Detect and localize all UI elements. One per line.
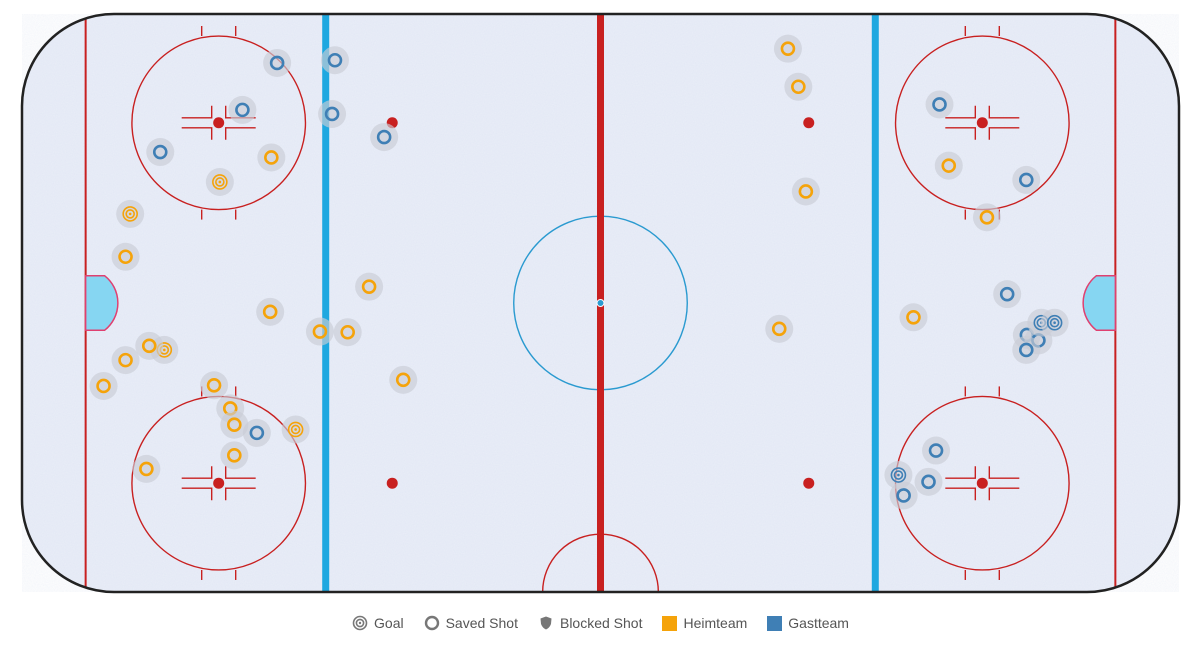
legend-item-blocked-shot[interactable]: Blocked Shot (538, 615, 643, 631)
shot-saved-heimteam-17[interactable] (132, 454, 161, 483)
shot-saved-heimteam-13[interactable] (200, 371, 229, 400)
shot-saved-heimteam-10[interactable] (135, 331, 164, 360)
shot-saved-heimteam-24[interactable] (765, 314, 794, 343)
shot-saved-gastteam-8[interactable] (1012, 165, 1041, 194)
legend: Goal Saved Shot Blocked Shot Heimteam Ga… (0, 610, 1201, 636)
shot-saved-gastteam-5[interactable] (146, 138, 175, 167)
shot-saved-gastteam-3[interactable] (318, 99, 347, 128)
legend-item-heimteam[interactable]: Heimteam (662, 615, 747, 631)
shot-saved-heimteam-19[interactable] (773, 34, 802, 63)
boards (20, 12, 1181, 594)
shot-saved-heimteam-16[interactable] (220, 441, 249, 470)
shot-markers (89, 34, 1069, 510)
shot-saved-heimteam-18[interactable] (389, 365, 418, 394)
neutral-faceoff-dot-3 (803, 477, 815, 489)
legend-label-heimteam: Heimteam (683, 615, 748, 631)
gastteam-swatch (767, 615, 783, 631)
legend-label-gastteam: Gastteam (788, 615, 849, 631)
shot-saved-gastteam-2[interactable] (228, 95, 257, 124)
goal-icon (352, 615, 368, 631)
legend-label-blocked-shot: Blocked Shot (559, 615, 643, 631)
center-faceoff-dot (596, 299, 605, 307)
blue-line-left (322, 14, 330, 592)
shot-saved-heimteam-20[interactable] (784, 72, 813, 101)
shot-saved-gastteam-14[interactable] (914, 467, 943, 496)
legend-label-saved-shot: Saved Shot (445, 615, 518, 631)
shot-saved-heimteam-5[interactable] (111, 242, 140, 271)
faceoff-dot-0 (213, 117, 225, 129)
shot-saved-gastteam-1[interactable] (263, 48, 292, 77)
crease-right (1082, 275, 1117, 331)
shot-saved-heimteam-21[interactable] (791, 177, 820, 206)
shot-saved-gastteam-12[interactable] (1012, 335, 1041, 364)
blue-line-right (871, 14, 879, 592)
rink-svg (20, 12, 1181, 594)
faceoff-dot-1 (213, 477, 225, 489)
shot-saved-heimteam-8[interactable] (333, 318, 362, 347)
crease-left (84, 275, 119, 331)
legend-item-saved-shot[interactable]: Saved Shot (424, 615, 518, 631)
shot-saved-heimteam-23[interactable] (972, 203, 1001, 232)
shot-saved-heimteam-11[interactable] (111, 346, 140, 375)
blocked-shot-icon (540, 616, 552, 630)
shot-goal-heimteam-0[interactable] (116, 199, 145, 228)
legend-item-gastteam[interactable]: Gastteam (767, 615, 849, 631)
shot-saved-gastteam-6[interactable] (242, 418, 271, 447)
shot-saved-heimteam-15[interactable] (220, 410, 249, 439)
shot-saved-gastteam-4[interactable] (370, 123, 399, 152)
shot-saved-heimteam-4[interactable] (257, 143, 286, 172)
shot-saved-heimteam-25[interactable] (899, 303, 928, 332)
shot-saved-gastteam-9[interactable] (993, 280, 1022, 309)
shot-saved-heimteam-7[interactable] (305, 317, 334, 346)
shot-saved-gastteam-0[interactable] (320, 46, 349, 75)
faceoff-dot-3 (976, 477, 988, 489)
shot-saved-heimteam-22[interactable] (934, 151, 963, 180)
faceoff-dot-2 (976, 117, 988, 129)
shot-saved-heimteam-9[interactable] (355, 272, 384, 301)
shot-map-rink (20, 12, 1181, 594)
shot-goal-gastteam-18[interactable] (884, 461, 913, 490)
legend-label-goal: Goal (374, 615, 404, 631)
shot-saved-heimteam-6[interactable] (256, 297, 285, 326)
neutral-faceoff-dot-1 (803, 117, 815, 129)
shot-goal-heimteam-1[interactable] (205, 167, 234, 196)
legend-item-goal[interactable]: Goal (352, 615, 404, 631)
shot-saved-gastteam-7[interactable] (925, 90, 954, 119)
saved-shot-icon (424, 615, 439, 631)
shot-saved-gastteam-13[interactable] (922, 436, 951, 465)
heimteam-swatch (662, 615, 678, 631)
shot-goal-gastteam-17[interactable] (1040, 308, 1069, 337)
shot-saved-heimteam-12[interactable] (89, 371, 118, 400)
shot-goal-heimteam-3[interactable] (281, 415, 310, 444)
neutral-faceoff-dot-2 (386, 477, 398, 489)
